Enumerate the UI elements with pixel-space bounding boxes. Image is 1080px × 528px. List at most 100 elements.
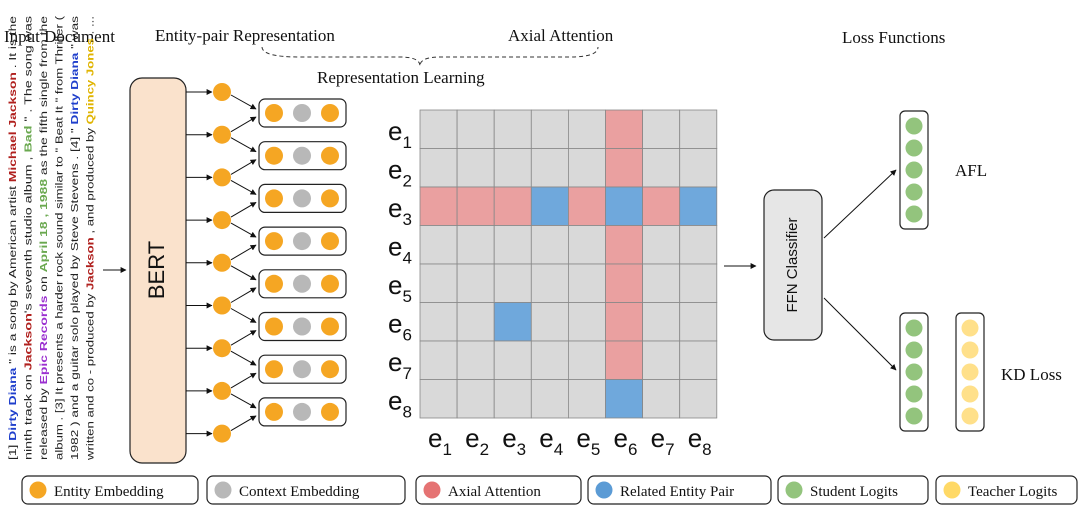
legend-swatch [943,481,961,499]
document-text: " . The song was [24,16,35,126]
pair-entity-tail [321,232,339,251]
entity-pair-box [258,98,347,128]
legend-label: Related Entity Pair [620,484,734,500]
matrix-cell-axial-attention [605,263,643,303]
pair-context [293,189,311,208]
matrix-row-label: e4 [388,232,412,268]
legend-label: Teacher Logits [968,484,1057,500]
legend-label: Student Logits [810,484,898,500]
matrix-cell [679,340,718,380]
pair-entity-tail [321,317,339,336]
pair-context [293,104,311,122]
legend-label: Axial Attention [448,484,541,500]
matrix-cell [456,263,495,303]
matrix-col-label: e5 [576,423,600,459]
pair-entity-tail [321,189,339,208]
matrix-cell [642,109,681,149]
pair-entity-head [265,360,283,379]
legend-item: Entity Embedding [21,475,199,505]
legend-swatch [29,481,47,499]
matrix-cell [456,302,495,342]
entity-embeddings [186,83,231,443]
matrix-cell [456,148,495,188]
afl-student-logits-node [905,117,923,135]
document-text: [1] [8,441,19,460]
document-text: ninth track on [24,370,35,460]
matrix-cell [679,263,718,303]
entity-pair-box [258,141,347,171]
kd-teacher-logits-node [961,319,979,337]
kd-student-logits-node [905,407,923,425]
document-text: . ... [86,16,97,38]
entity-embedding-node [213,296,231,315]
matrix-row-label: e2 [388,155,412,191]
pair-context [293,232,311,251]
pair-input-arrow [230,201,257,218]
matrix-cell [493,379,532,419]
document-line: released by Epic Records on April 18 , 1… [39,16,50,460]
matrix-cell [419,379,458,419]
matrix-cell-related-pair [530,186,569,226]
title-axial-attention: Axial Attention [508,26,614,45]
entity-pair-box [258,397,347,427]
document-text: album . [3] It presents a harder rock so… [55,15,66,460]
legend-item: Context Embedding [206,475,406,505]
matrix-cell-axial-attention [419,186,458,226]
ffn-classifier-label: FFN Classifier [784,217,801,312]
matrix-cell [493,340,532,380]
title-input-document: Input Document [4,27,115,46]
pair-entity-head [265,317,283,336]
document-text: . It is the [8,16,19,73]
matrix-cell [530,109,569,149]
pair-entity-head [265,274,283,293]
document-entity-mention: April 18 , 1988 [39,178,50,272]
pair-context [293,317,311,336]
legend-item: Student Logits [777,475,929,505]
afl-label: AFL [955,161,987,180]
legend-item-frame [935,475,1078,505]
kd-student-logits-node [905,385,923,403]
matrix-cell [456,379,495,419]
document-text: , and produced by [86,124,97,237]
document-line: 1982 ) and a guitar solo played by Steve… [70,16,81,460]
pair-input-arrow [230,350,257,366]
matrix-cell [530,263,569,303]
matrix-cell [679,379,718,419]
legend-swatch [785,481,803,499]
document-text: written and co - produced by [86,290,97,461]
matrix-cell [419,109,458,149]
matrix-cell [493,225,532,265]
matrix-cell [493,263,532,303]
matrix-row-label: e8 [388,386,412,422]
matrix-cell-axial-attention [456,186,495,226]
pair-context [293,146,311,165]
legend-item-frame [21,475,199,505]
representation-brace [261,46,599,67]
matrix-cell-axial-attention [568,186,606,226]
matrix-cell-axial-attention [642,186,681,226]
pair-input-arrow [230,330,257,346]
matrix-col-label: e3 [502,423,526,459]
pair-input-arrow [230,415,257,432]
matrix-cell-related-pair [493,302,532,342]
pair-input-arrow [230,372,257,389]
matrix-cell-axial-attention [605,148,643,188]
matrix-cell [568,379,606,419]
kd-student-logits-node [905,363,923,381]
document-entity-mention: Michael [8,131,19,182]
pair-input-arrow [230,159,257,175]
entity-embedding-node [213,381,231,400]
matrix-cell [568,148,606,188]
afl-student-logits-node [905,183,923,201]
pair-input-arrow [230,179,257,195]
document-text: " was [70,16,81,53]
pair-input-arrow [230,287,257,303]
matrix-cell [419,225,458,265]
matrix-column-labels: e1 e2 e3 e4 e5 e6 e7 e8 [428,423,712,459]
matrix-cell [568,109,606,149]
pair-context [293,402,311,421]
document-text: as the fifth single from the [39,16,50,179]
matrix-row-label: e6 [388,309,412,345]
matrix-cell [642,263,681,303]
